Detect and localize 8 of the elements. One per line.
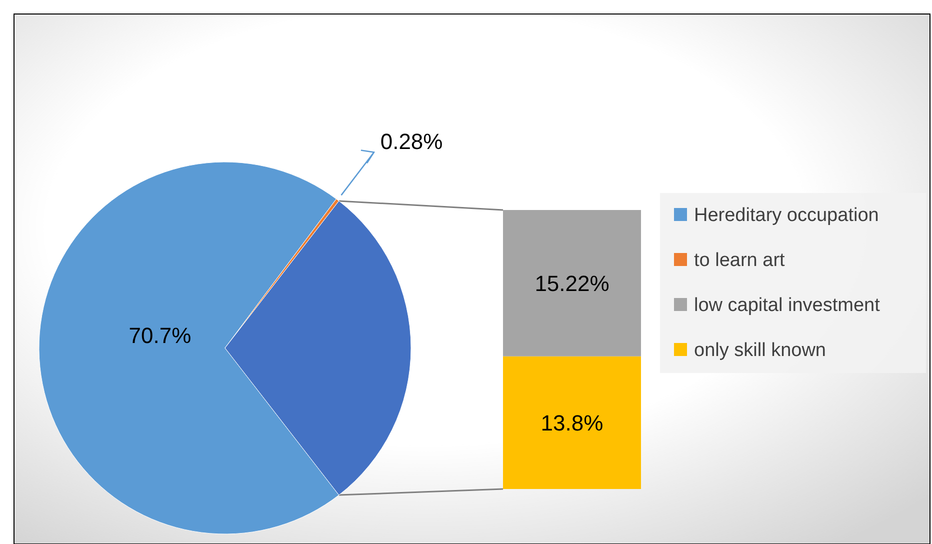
- legend-label: to learn art: [694, 250, 786, 271]
- legend-label: only skill known: [694, 340, 826, 361]
- data-label: 0.28%: [380, 129, 443, 154]
- legend-label: Hereditary occupation: [694, 205, 879, 226]
- data-label: 70.7%: [128, 323, 192, 348]
- data-label: 13.8%: [540, 410, 604, 436]
- data-label: 15.22%: [534, 271, 610, 296]
- legend-label: low capital investment: [694, 295, 881, 316]
